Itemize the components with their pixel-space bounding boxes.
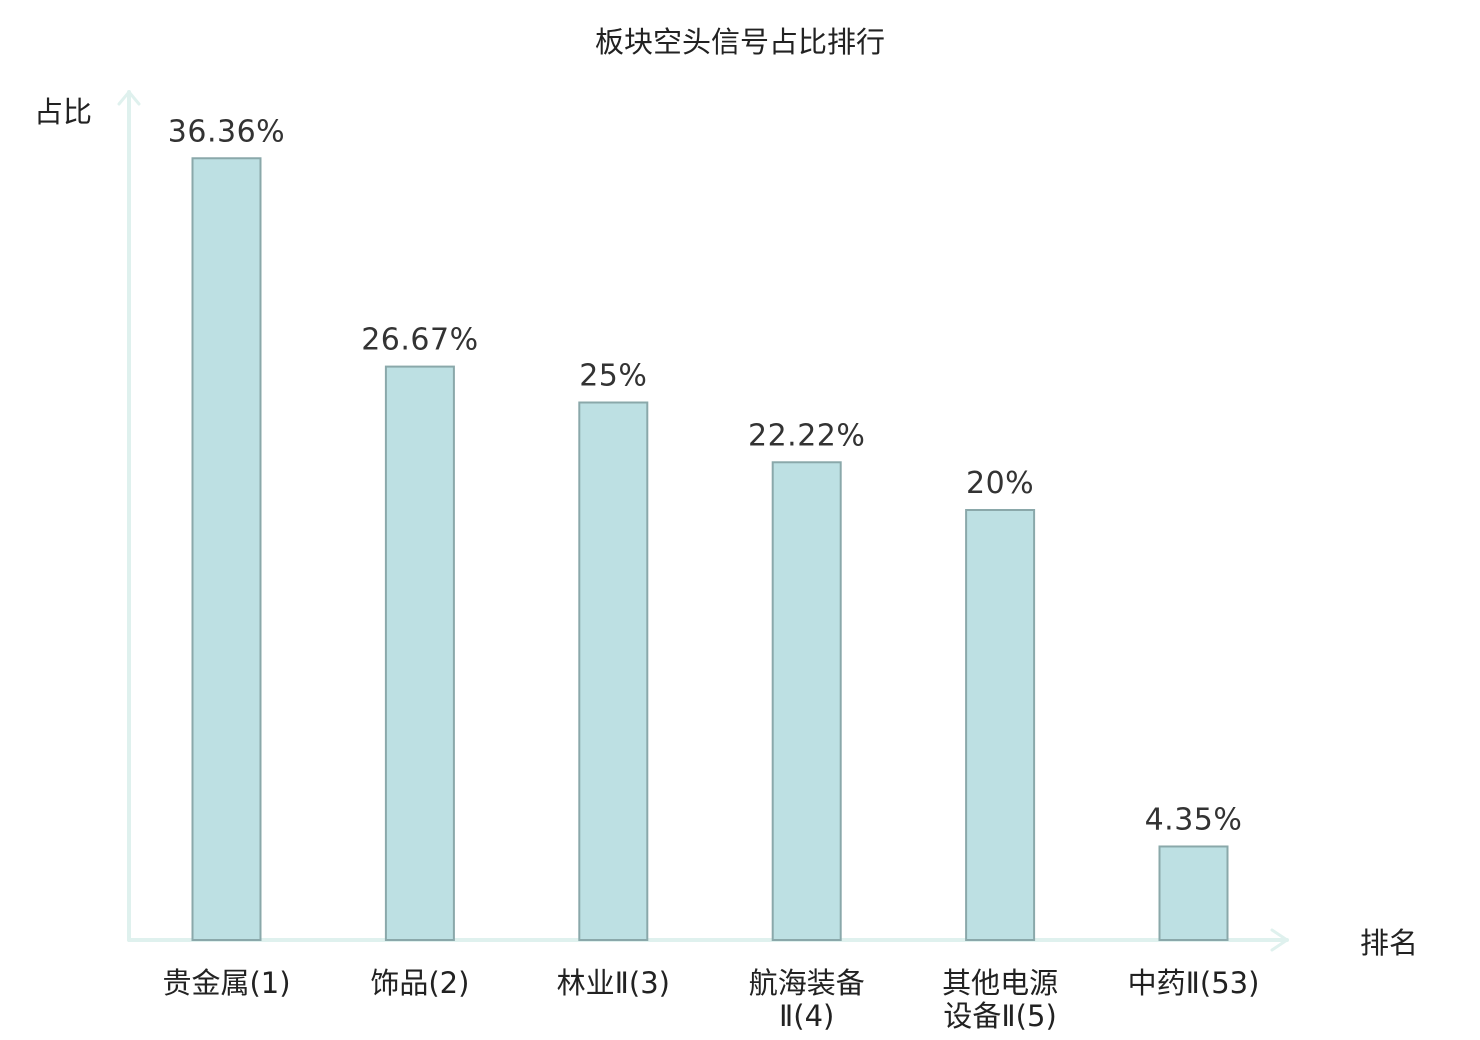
category-label-part: (2) (428, 966, 469, 1000)
bar-2 (384, 365, 455, 942)
category-label-part: (1) (249, 966, 290, 1000)
value-label-4: 22.22% (748, 418, 865, 453)
category-label-6: 中药Ⅱ(53) (1128, 966, 1260, 1000)
category-label-part: 饰品 (370, 966, 428, 1000)
x-axis-arrow (1270, 928, 1289, 952)
bar-4 (771, 461, 842, 941)
x-axis-label: 排名 (1360, 926, 1418, 960)
value-label-3: 25% (579, 359, 647, 394)
value-label-6: 4.35% (1145, 802, 1243, 837)
category-label-part: (3) (629, 966, 670, 1000)
category-label-part: 林业Ⅱ (557, 966, 629, 1000)
category-label-line: 其他电源 (942, 966, 1058, 1000)
y-axis-label: 占比 (34, 95, 92, 129)
category-label-1: 贵金属(1) (162, 966, 290, 1000)
category-label-part: (53) (1200, 966, 1260, 1000)
bar-1 (191, 157, 262, 941)
value-labels-group: 36.36% 26.67% 25% 22.22% 20% 4.35% (168, 114, 1243, 837)
category-label-line: Ⅱ(4) (779, 999, 834, 1033)
chart-title: 板块空头信号占比排行 (595, 25, 885, 59)
y-axis-arrow (117, 90, 141, 106)
category-label-5: 其他电源设备Ⅱ(5) (942, 966, 1058, 1033)
category-label-4: 航海装备 Ⅱ(4) (749, 966, 865, 1033)
value-label-2: 26.67% (361, 323, 478, 358)
category-label-3: 林业Ⅱ(3) (557, 966, 670, 1000)
category-label-line: 航海装备 (749, 966, 865, 1000)
category-label-part: 中药Ⅱ (1128, 966, 1200, 1000)
bar-5 (965, 509, 1036, 941)
category-labels-group: 贵金属(1) 饰品(2) 林业Ⅱ(3) 航海装备 Ⅱ(4) 其他电源设备Ⅱ(5) 中药Ⅱ(5… (162, 966, 1259, 1033)
axes (117, 90, 1289, 952)
value-label-5: 20% (966, 466, 1034, 501)
category-label-line: 设备Ⅱ(5) (943, 999, 1056, 1033)
bar-3 (578, 401, 649, 941)
bars-group (191, 157, 1229, 942)
category-label-part: 贵金属 (162, 966, 249, 1000)
bar-6 (1158, 845, 1229, 941)
value-label-1: 36.36% (168, 114, 285, 149)
category-label-2: 饰品(2) (370, 966, 469, 1000)
